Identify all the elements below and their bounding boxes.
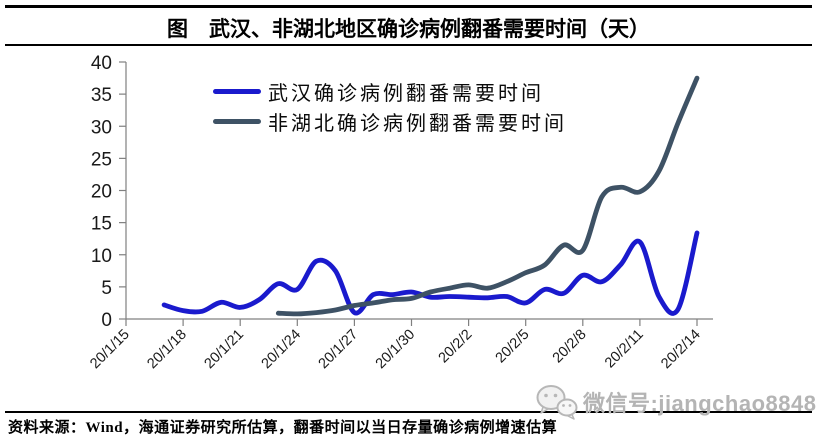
- y-axis-labels: 0 5 10 15 20 25 30 35 40: [91, 53, 112, 331]
- y-tick-label: 25: [91, 149, 112, 170]
- wuhan-line-swatch: [213, 88, 261, 94]
- x-tick-label: 20/1/15: [87, 327, 133, 373]
- y-tick-label: 20: [91, 182, 112, 203]
- y-tick-label: 40: [91, 53, 112, 74]
- top-rule: [5, 5, 812, 8]
- x-tick-label: 20/1/24: [259, 327, 305, 373]
- x-tick-label: 20/1/18: [144, 327, 190, 373]
- x-tick-label: 20/2/8: [550, 327, 590, 367]
- y-tick-label: 15: [91, 214, 112, 235]
- x-tick-label: 20/2/14: [658, 327, 704, 373]
- watermark: 微信号:jiangchao8848: [536, 384, 816, 420]
- x-tick-label: 20/2/11: [602, 327, 647, 372]
- y-tick-label: 10: [91, 246, 112, 267]
- nonhubei-line-swatch: [213, 118, 261, 124]
- x-axis-labels: 20/1/15 20/1/18 20/1/21 20/1/24 20/1/27 20/1/…: [87, 327, 704, 373]
- source-note: 资料来源：Wind，海通证券研究所估算，翻番时间以当日存量确诊病例增速估算: [8, 420, 558, 436]
- axes: [119, 61, 713, 326]
- legend-label-nonhubei: 非湖北确诊病例翻番需要时间: [268, 112, 567, 135]
- title-divider-rule: [5, 44, 812, 46]
- series-line-non-hubei: [275, 75, 700, 317]
- legend-item-wuhan: 武汉确诊病例翻番需要时间: [213, 79, 567, 105]
- y-tick-label: 5: [101, 278, 112, 299]
- x-tick-label: 20/1/21: [201, 327, 247, 373]
- y-tick-label: 35: [91, 85, 112, 106]
- x-tick-label: 20/2/2: [436, 327, 476, 367]
- bottom-rule: [5, 411, 812, 413]
- series-line-wuhan: [161, 230, 700, 316]
- wechat-icon: [536, 385, 578, 420]
- y-tick-label: 0: [101, 310, 112, 331]
- x-tick-label: 20/1/30: [373, 327, 419, 373]
- watermark-text: 微信号:jiangchao8848: [583, 391, 817, 416]
- legend-item-nonhubei: 非湖北确诊病例翻番需要时间: [213, 109, 567, 135]
- x-tick-label: 20/1/27: [316, 327, 362, 373]
- y-tick-label: 30: [91, 117, 112, 138]
- x-tick-label: 20/2/5: [493, 327, 533, 367]
- chart-legend: 武汉确诊病例翻番需要时间 非湖北确诊病例翻番需要时间: [213, 79, 567, 135]
- chart-title: 图 武汉、非湖北地区确诊病例翻番需要时间（天）: [167, 17, 650, 41]
- legend-label-wuhan: 武汉确诊病例翻番需要时间: [268, 82, 544, 105]
